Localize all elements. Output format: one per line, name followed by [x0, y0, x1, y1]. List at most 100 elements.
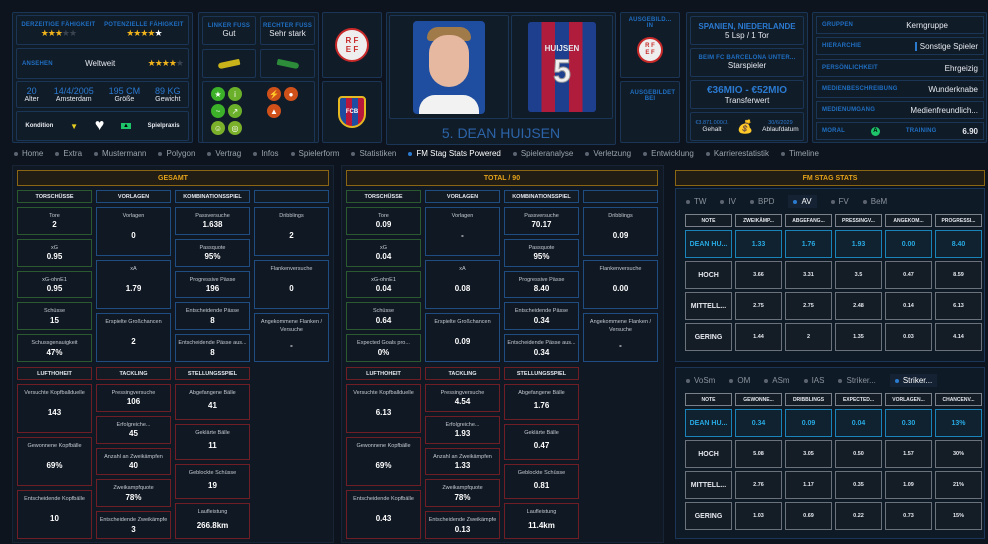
stat-value: 0.81: [533, 480, 550, 490]
tab-dot-icon: [94, 151, 99, 156]
stat-label: Passquote: [528, 244, 555, 251]
stag-title: FM STAG STATS: [675, 170, 985, 186]
stat-label: Flankenversuche: [599, 266, 642, 272]
stat-cell: Schüsse 15: [17, 302, 92, 331]
tab-dot-icon: [158, 151, 163, 156]
column-header[interactable]: VORLAGEN...: [885, 393, 932, 406]
tab-label: Statistiken: [359, 149, 397, 158]
stat-value: 95%: [204, 252, 221, 262]
stat-cell: Gewonnene Kopfbälle 69%: [17, 437, 92, 486]
column-header[interactable]: NOTE: [685, 393, 732, 406]
table-cell: 2.76: [735, 471, 782, 499]
position-tab[interactable]: IAS: [803, 374, 824, 387]
column-header[interactable]: GEWONNE...: [735, 393, 782, 406]
tab-entwicklung[interactable]: Entwicklung: [643, 149, 694, 158]
stat-label: Erspielte Großchancen: [105, 319, 162, 325]
tab-dot-icon: [207, 151, 212, 156]
column-header[interactable]: DRIBBLINGS: [785, 393, 832, 406]
position-tab[interactable]: IV: [720, 195, 736, 208]
trained-at-label: Ausgebildet bei: [630, 90, 676, 102]
tab-label: Karrierestatistik: [713, 149, 769, 158]
personality-value: Ehrgeizig: [944, 63, 978, 73]
position-tab[interactable]: VoSm: [686, 374, 715, 387]
stat-cell: Passquote 95%: [175, 238, 250, 267]
position-tab-label: AV: [801, 197, 812, 206]
tab-fm-stag-stats-powered[interactable]: FM Stag Stats Powered: [408, 149, 501, 158]
stat-cell: Flankenversuche 0: [254, 260, 329, 309]
position-tab[interactable]: AV: [788, 195, 817, 208]
tab-extra[interactable]: Extra: [55, 149, 82, 158]
tab-dot-icon: [862, 199, 867, 204]
row-label: GERING: [685, 323, 732, 351]
position-tab[interactable]: BPD: [750, 195, 774, 208]
stat-value: 0.04: [375, 283, 392, 293]
column-header[interactable]: CHANCENV...: [935, 393, 982, 406]
column-header[interactable]: PRESSINGV...: [835, 214, 882, 227]
tab-polygon[interactable]: Polygon: [158, 149, 195, 158]
stat-label: xA: [130, 266, 137, 272]
column-header[interactable]: ZWEIKÄMP...: [735, 214, 782, 227]
stat-value: 8.40: [533, 283, 550, 293]
stat-label: Vorlagen: [122, 213, 145, 219]
tab-label: Entwicklung: [651, 149, 694, 158]
tab-karrierestatistik[interactable]: Karrierestatistik: [705, 149, 769, 158]
tab-verletzung[interactable]: Verletzung: [585, 149, 631, 158]
tab-spielerform[interactable]: Spielerform: [290, 149, 339, 158]
table-cell: 1.76: [785, 230, 832, 258]
position-tab[interactable]: Striker...: [838, 374, 876, 387]
row-label: HOCH: [685, 440, 732, 468]
right-foot-label: Rechter Fuß: [262, 23, 313, 29]
player-photo-frame: [389, 15, 509, 119]
tab-vertrag[interactable]: Vertrag: [207, 149, 241, 158]
column-header[interactable]: EXPECTED...: [835, 393, 882, 406]
stat-label: Gewonnene Kopfbälle: [356, 443, 411, 449]
tab-statistiken[interactable]: Statistiken: [351, 149, 396, 158]
position-tab[interactable]: Striker...: [889, 374, 938, 387]
stat-value: 0.09: [375, 220, 392, 230]
position-tab[interactable]: TW: [686, 195, 706, 208]
stat-cell: Geklärte Bälle 0.47: [504, 423, 579, 460]
tab-label: Mustermann: [102, 149, 147, 158]
stat-cell: Entscheidende Kopfbälle 10: [17, 490, 92, 539]
position-tab[interactable]: BeM: [862, 195, 887, 208]
stat-label: Entscheidende Kopfbälle: [353, 496, 414, 502]
table-cell: 0.47: [885, 261, 932, 289]
traits-box: ★ i ~ ↗ ☺ ◎ ⚡ ● ▲: [202, 81, 315, 143]
height-value: 195 CM: [108, 86, 141, 96]
stat-category: TORSCHÜSSE Tore 2 xG 0.95 xG-ohnE1 0.95 Schüsse…: [17, 190, 92, 362]
column-header[interactable]: NOTE: [685, 214, 732, 227]
trained-in-label: Ausgebild... in: [628, 17, 672, 29]
stat-value: 0.09: [612, 231, 629, 240]
tab-spieleranalyse[interactable]: Spieleranalyse: [512, 149, 573, 158]
stat-value: 0.09: [454, 337, 471, 346]
stat-grid-top: TORSCHÜSSE Tore 2 xG 0.95 xG-ohnE1 0.95 Schüsse…: [17, 190, 329, 362]
table-cell: 6.13: [935, 292, 982, 320]
tab-home[interactable]: Home: [14, 149, 43, 158]
stat-cell: Entscheidende Pässe aus... 8: [175, 334, 250, 362]
table-cell: 13%: [935, 409, 982, 437]
tab-dot-icon: [894, 378, 899, 383]
tab-mustermann[interactable]: Mustermann: [94, 149, 146, 158]
stat-value: 1.93: [454, 429, 471, 439]
position-tab[interactable]: FV: [830, 195, 849, 208]
category-header: [254, 190, 329, 203]
panel-title: TOTAL / 90: [346, 170, 658, 186]
stat-value: 0.04: [375, 252, 392, 262]
stat-value: 6.13: [375, 408, 392, 417]
tab-dot-icon: [838, 378, 843, 383]
stat-cell: Versuchte Kopfballduelle 6.13: [346, 384, 421, 433]
position-tab-label: BPD: [758, 197, 775, 206]
stat-value: 106: [126, 397, 141, 407]
position-tab[interactable]: ASm: [764, 374, 790, 387]
bio-box: 20 Alter 14/4/2005 Amsterdam 195 CM Größe 8…: [16, 81, 189, 108]
stat-cell: Geblockte Schüsse 0.81: [504, 463, 579, 500]
column-header[interactable]: PROGRESSI...: [935, 214, 982, 227]
left-boot-icon: [202, 49, 256, 78]
position-tab[interactable]: OM: [729, 374, 750, 387]
tab-infos[interactable]: Infos: [253, 149, 279, 158]
column-header[interactable]: ABGEFANG...: [785, 214, 832, 227]
tab-timeline[interactable]: Timeline: [780, 149, 819, 158]
table-cell: 0.34: [735, 409, 782, 437]
column-header[interactable]: ANGEKOM...: [885, 214, 932, 227]
